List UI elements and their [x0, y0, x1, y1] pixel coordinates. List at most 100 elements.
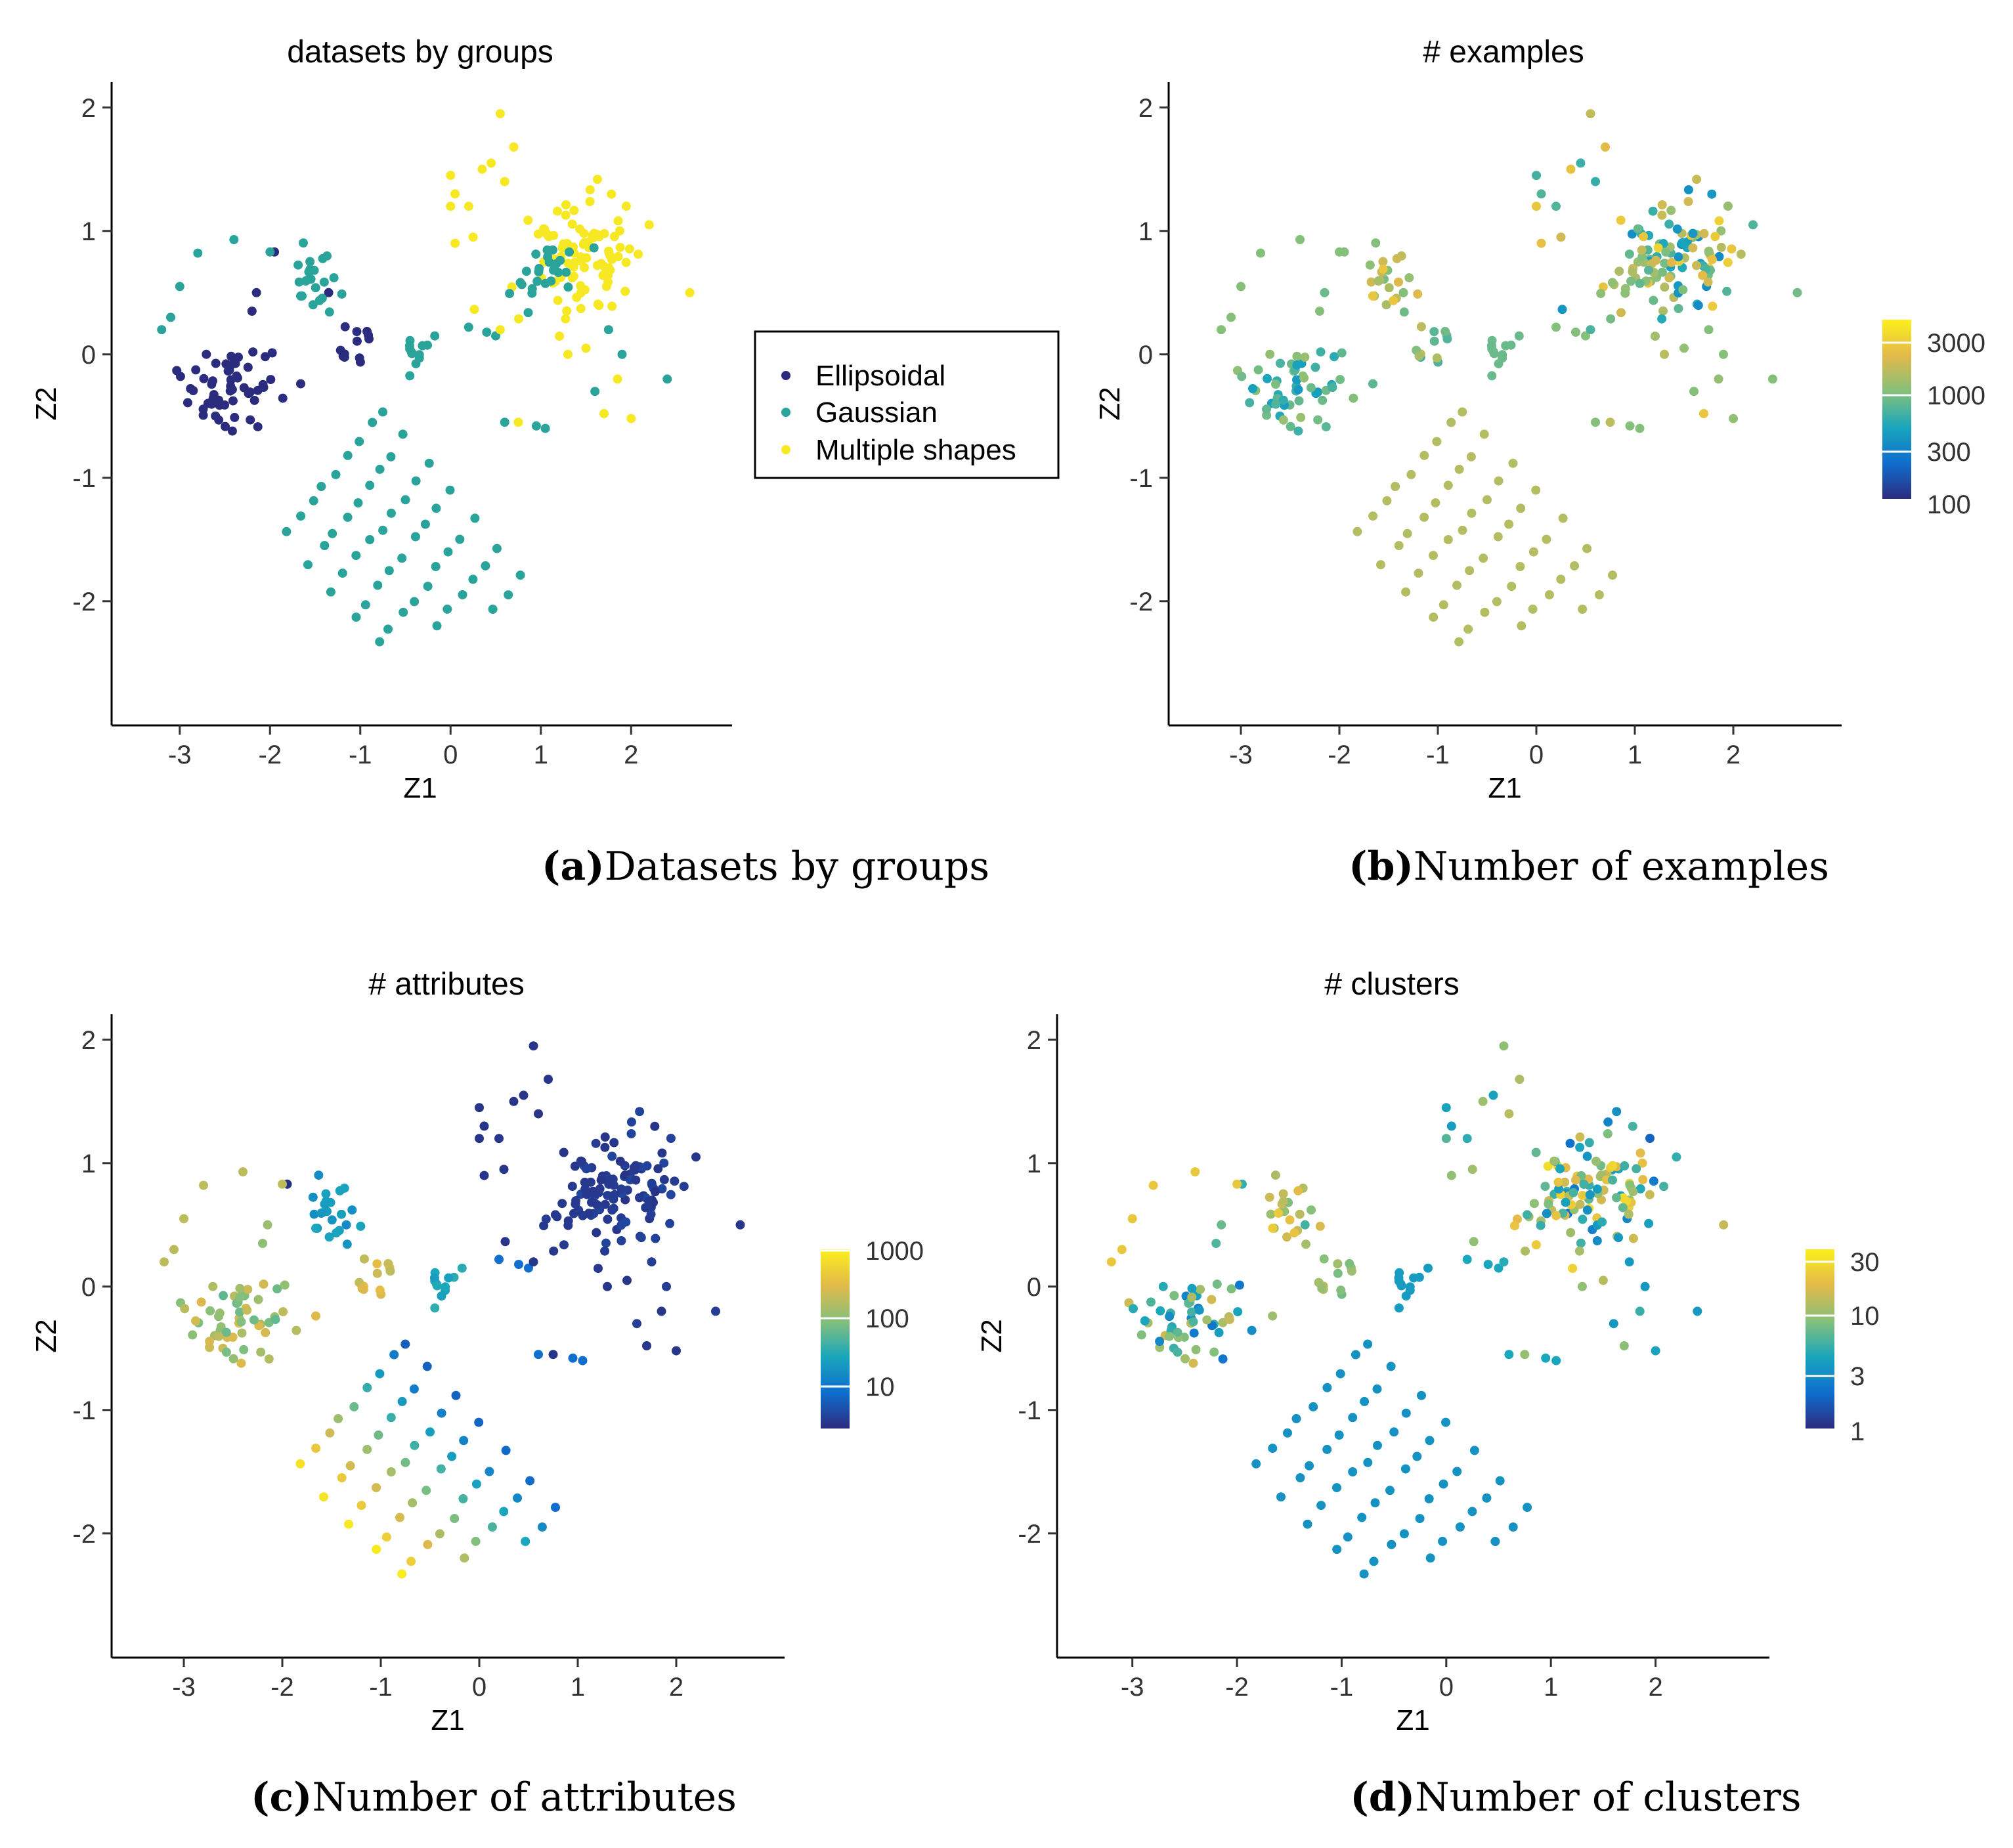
scatter-point — [1578, 1191, 1588, 1200]
scatter-point — [1469, 1446, 1479, 1455]
scatter-point — [1378, 257, 1388, 267]
scatter-point — [264, 1354, 274, 1364]
scatter-point — [1603, 1117, 1613, 1127]
scatter-point — [301, 276, 311, 286]
y-tick-label: -1 — [72, 464, 96, 493]
scatter-point — [1209, 1347, 1219, 1357]
scatter-point — [1429, 327, 1439, 337]
panel-b-title: # examples — [1423, 35, 1584, 70]
scatter-point — [1282, 1232, 1291, 1242]
scatter-point — [282, 526, 292, 536]
panel-a-legend: Ellipsoidal Gaussian Multiple shapes — [754, 330, 1060, 479]
scatter-point — [635, 1193, 644, 1203]
scatter-point — [1233, 1307, 1243, 1317]
scatter-point — [398, 429, 408, 439]
scatter-point — [1226, 1284, 1236, 1294]
scatter-point — [1549, 1156, 1559, 1166]
scatter-point — [1336, 1285, 1346, 1295]
scatter-point — [562, 306, 572, 316]
scatter-point — [1504, 519, 1514, 529]
scatter-point — [534, 1109, 543, 1119]
scatter-point — [1360, 1396, 1370, 1406]
panel-d: # clusters -3 -2 -1 0 1 2 -2 -1 0 1 2 Z1 Z2 30 10 … — [976, 967, 1880, 1820]
scatter-point — [1156, 1306, 1165, 1316]
scatter-point — [1619, 1341, 1629, 1350]
scatter-point — [1394, 1303, 1404, 1313]
scatter-point — [214, 395, 224, 405]
scatter-point — [567, 219, 577, 229]
scatter-point — [1624, 249, 1634, 259]
scatter-point — [1316, 1501, 1326, 1511]
scatter-point — [1657, 314, 1667, 324]
scatter-point — [1202, 1315, 1212, 1325]
scatter-point — [1628, 1121, 1637, 1131]
scatter-point — [470, 513, 480, 523]
scatter-point — [662, 374, 672, 384]
scatter-point — [1493, 532, 1503, 542]
scatter-point — [1366, 277, 1376, 287]
scatter-point — [400, 1339, 410, 1349]
scatter-point — [228, 1354, 238, 1364]
scatter-point — [657, 1306, 666, 1316]
scatter-point — [1637, 245, 1647, 255]
scatter-point — [1574, 1246, 1584, 1256]
scatter-point — [362, 1444, 372, 1454]
scatter-point — [540, 278, 550, 288]
scatter-point — [665, 1218, 675, 1228]
scatter-point — [1271, 379, 1280, 389]
scatter-point — [525, 1476, 535, 1486]
legend-label-multiple-shapes: Multiple shapes — [815, 434, 1016, 466]
scatter-point — [620, 286, 630, 296]
scatter-point — [1212, 1279, 1222, 1289]
scatter-point — [1278, 415, 1288, 425]
y-tick-label: 2 — [1027, 1026, 1041, 1055]
panel-d-colorbar: 30 10 3 1 — [1806, 1248, 1880, 1446]
scatter-point — [311, 1444, 321, 1453]
scatter-point — [1635, 1148, 1645, 1158]
panel-b-colorbar: 3000 1000 300 100 — [1882, 320, 1985, 519]
panel-c-title: # attributes — [368, 967, 524, 1002]
scatter-point — [160, 1257, 169, 1267]
panel-b-xlabel: Z1 — [1488, 772, 1521, 804]
scatter-point — [561, 200, 571, 209]
scatter-point — [1330, 352, 1339, 362]
scatter-point — [1575, 1142, 1585, 1152]
scatter-point — [199, 374, 209, 383]
scatter-point — [1556, 232, 1566, 242]
scatter-point — [251, 288, 261, 297]
scatter-point — [603, 1214, 613, 1224]
scatter-point — [1173, 1327, 1182, 1337]
scatter-point — [228, 396, 238, 406]
scatter-point — [1792, 288, 1802, 297]
scatter-point — [1648, 206, 1658, 216]
scatter-point — [1729, 414, 1738, 423]
scatter-point — [1328, 383, 1337, 393]
colorbar-d-label-10: 10 — [1850, 1302, 1880, 1331]
scatter-point — [261, 352, 270, 362]
scatter-point — [373, 580, 383, 590]
scatter-point — [1571, 1175, 1580, 1185]
scatter-point — [521, 267, 531, 276]
scatter-point — [1575, 1199, 1585, 1209]
scatter-point — [1286, 421, 1295, 431]
x-tick-label: -3 — [1121, 1673, 1144, 1702]
scatter-point — [320, 541, 330, 550]
scatter-point — [589, 243, 599, 253]
scatter-point — [613, 216, 623, 226]
scatter-point — [235, 1293, 245, 1302]
scatter-point — [327, 1215, 337, 1225]
scatter-point — [603, 1281, 612, 1291]
scatter-point — [1520, 1350, 1530, 1360]
scatter-point — [1659, 1182, 1669, 1192]
scatter-point — [362, 326, 372, 336]
scatter-point — [544, 1075, 553, 1084]
scatter-point — [553, 295, 563, 305]
scatter-point — [1719, 1220, 1729, 1230]
x-tick-label: 0 — [443, 741, 458, 769]
scatter-point — [340, 322, 350, 332]
scatter-point — [384, 566, 394, 576]
scatter-point — [383, 1258, 393, 1268]
scatter-point — [622, 1276, 632, 1285]
scatter-point — [386, 508, 396, 518]
scatter-point — [1516, 504, 1526, 513]
